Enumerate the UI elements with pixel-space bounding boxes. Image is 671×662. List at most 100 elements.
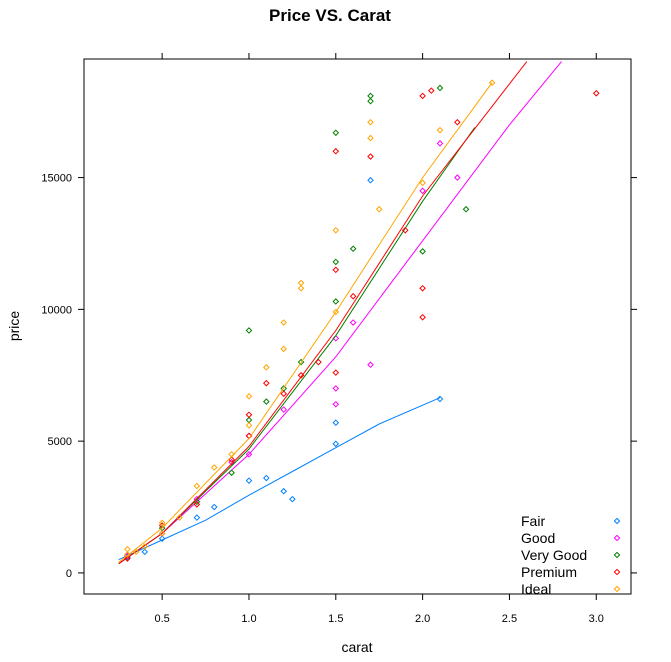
data-point-very-good [367, 97, 374, 105]
x-tick-label: 3.0 [589, 613, 604, 625]
legend-label-good: Good [521, 530, 555, 546]
data-point-ideal [280, 345, 288, 353]
legend-marker-good [613, 534, 621, 542]
data-point-ideal [367, 118, 374, 126]
data-point-good [245, 451, 253, 458]
data-point-ideal [419, 179, 426, 187]
data-point-ideal [124, 545, 131, 553]
data-point-fair [332, 419, 340, 427]
data-point-very-good [297, 358, 305, 366]
data-point-ideal [263, 364, 270, 371]
data-point-premium [124, 555, 131, 562]
data-point-ideal [375, 205, 383, 213]
series-very-good [118, 84, 476, 565]
data-point-ideal [245, 422, 253, 429]
series-good [118, 61, 562, 565]
y-axis: 0 5000 10000 15000 [41, 173, 637, 580]
data-point-ideal [193, 482, 201, 490]
data-point-good [454, 174, 461, 181]
x-tick-label: 1.0 [241, 613, 256, 625]
data-point-premium [454, 118, 461, 126]
plot-panel [83, 58, 632, 595]
data-point-very-good [419, 248, 426, 255]
data-point-fair [367, 176, 374, 184]
legend-label-very-good: Very Good [521, 547, 587, 563]
data-point-premium [349, 292, 357, 300]
data-point-good [367, 361, 374, 369]
series-premium [118, 61, 600, 565]
x-tick-label: 2.5 [502, 613, 517, 625]
data-point-premium [332, 266, 340, 274]
data-point-fair [193, 514, 201, 521]
y-tick-label: 15000 [41, 173, 72, 185]
data-point-good [228, 458, 235, 466]
data-point-premium [419, 284, 426, 292]
x-tick-label: 2.0 [415, 613, 430, 625]
y-tick-label: 10000 [41, 304, 72, 316]
data-point-ideal [367, 134, 374, 142]
data-point-fair [141, 548, 149, 556]
data-point-premium [315, 358, 322, 366]
data-point-good [332, 400, 340, 408]
y-tick-label: 5000 [48, 436, 72, 448]
data-point-very-good [332, 298, 340, 305]
x-tick-label: 1.5 [328, 613, 343, 625]
data-point-premium [419, 313, 426, 321]
data-point-ideal [176, 514, 183, 521]
legend-label-premium: Premium [521, 564, 577, 580]
data-point-fair [332, 440, 340, 448]
data-point-fair [263, 474, 270, 482]
data-point-good [349, 319, 357, 326]
data-point-fair [158, 535, 166, 542]
data-point-premium [332, 147, 340, 155]
data-point-ideal [436, 126, 444, 134]
data-point-very-good [245, 327, 253, 334]
data-point-ideal [141, 543, 149, 550]
data-point-fair [210, 503, 218, 511]
y-tick-label: 0 [66, 568, 72, 580]
data-point-good [419, 187, 426, 195]
data-point-ideal [297, 284, 305, 292]
trend-line-premium [118, 61, 528, 565]
x-axis-label: carat [341, 639, 372, 655]
data-point-premium [419, 92, 426, 100]
data-point-ideal [210, 464, 218, 471]
x-tick-label: 0.5 [154, 613, 169, 625]
data-point-very-good [332, 258, 340, 266]
trend-line-good [118, 61, 562, 565]
legend-marker-very-good [613, 551, 621, 559]
legend-marker-premium [613, 568, 621, 576]
legend-marker-fair [613, 517, 621, 525]
data-point-ideal [158, 519, 166, 527]
x-axis: 0.5 1.0 1.5 2.0 2.5 3.0 [154, 53, 604, 625]
data-point-ideal [332, 226, 340, 234]
data-point-ideal [245, 393, 253, 400]
legend-label-fair: Fair [521, 513, 545, 529]
data-point-ideal [297, 279, 305, 287]
data-point-good [332, 385, 340, 392]
data-point-good [436, 140, 444, 147]
data-point-premium [280, 390, 288, 398]
legend-marker-ideal [613, 585, 621, 593]
data-point-very-good [436, 84, 444, 92]
y-axis-label: price [6, 311, 22, 342]
data-point-very-good [263, 398, 270, 405]
data-point-premium [193, 501, 201, 508]
trend-line-fair [118, 397, 441, 561]
data-point-very-good [462, 205, 470, 213]
data-point-premium [427, 87, 435, 94]
series-ideal [118, 79, 496, 563]
data-point-premium [401, 226, 409, 234]
trend-line-ideal [118, 82, 493, 563]
data-point-fair [280, 487, 288, 495]
data-point-very-good [332, 129, 340, 137]
data-point-ideal [158, 530, 166, 537]
data-point-fair [289, 495, 296, 503]
data-point-fair [245, 477, 253, 484]
data-point-premium [332, 369, 340, 376]
data-point-ideal [488, 79, 496, 87]
data-point-good [280, 406, 288, 413]
data-point-very-good [349, 245, 357, 253]
